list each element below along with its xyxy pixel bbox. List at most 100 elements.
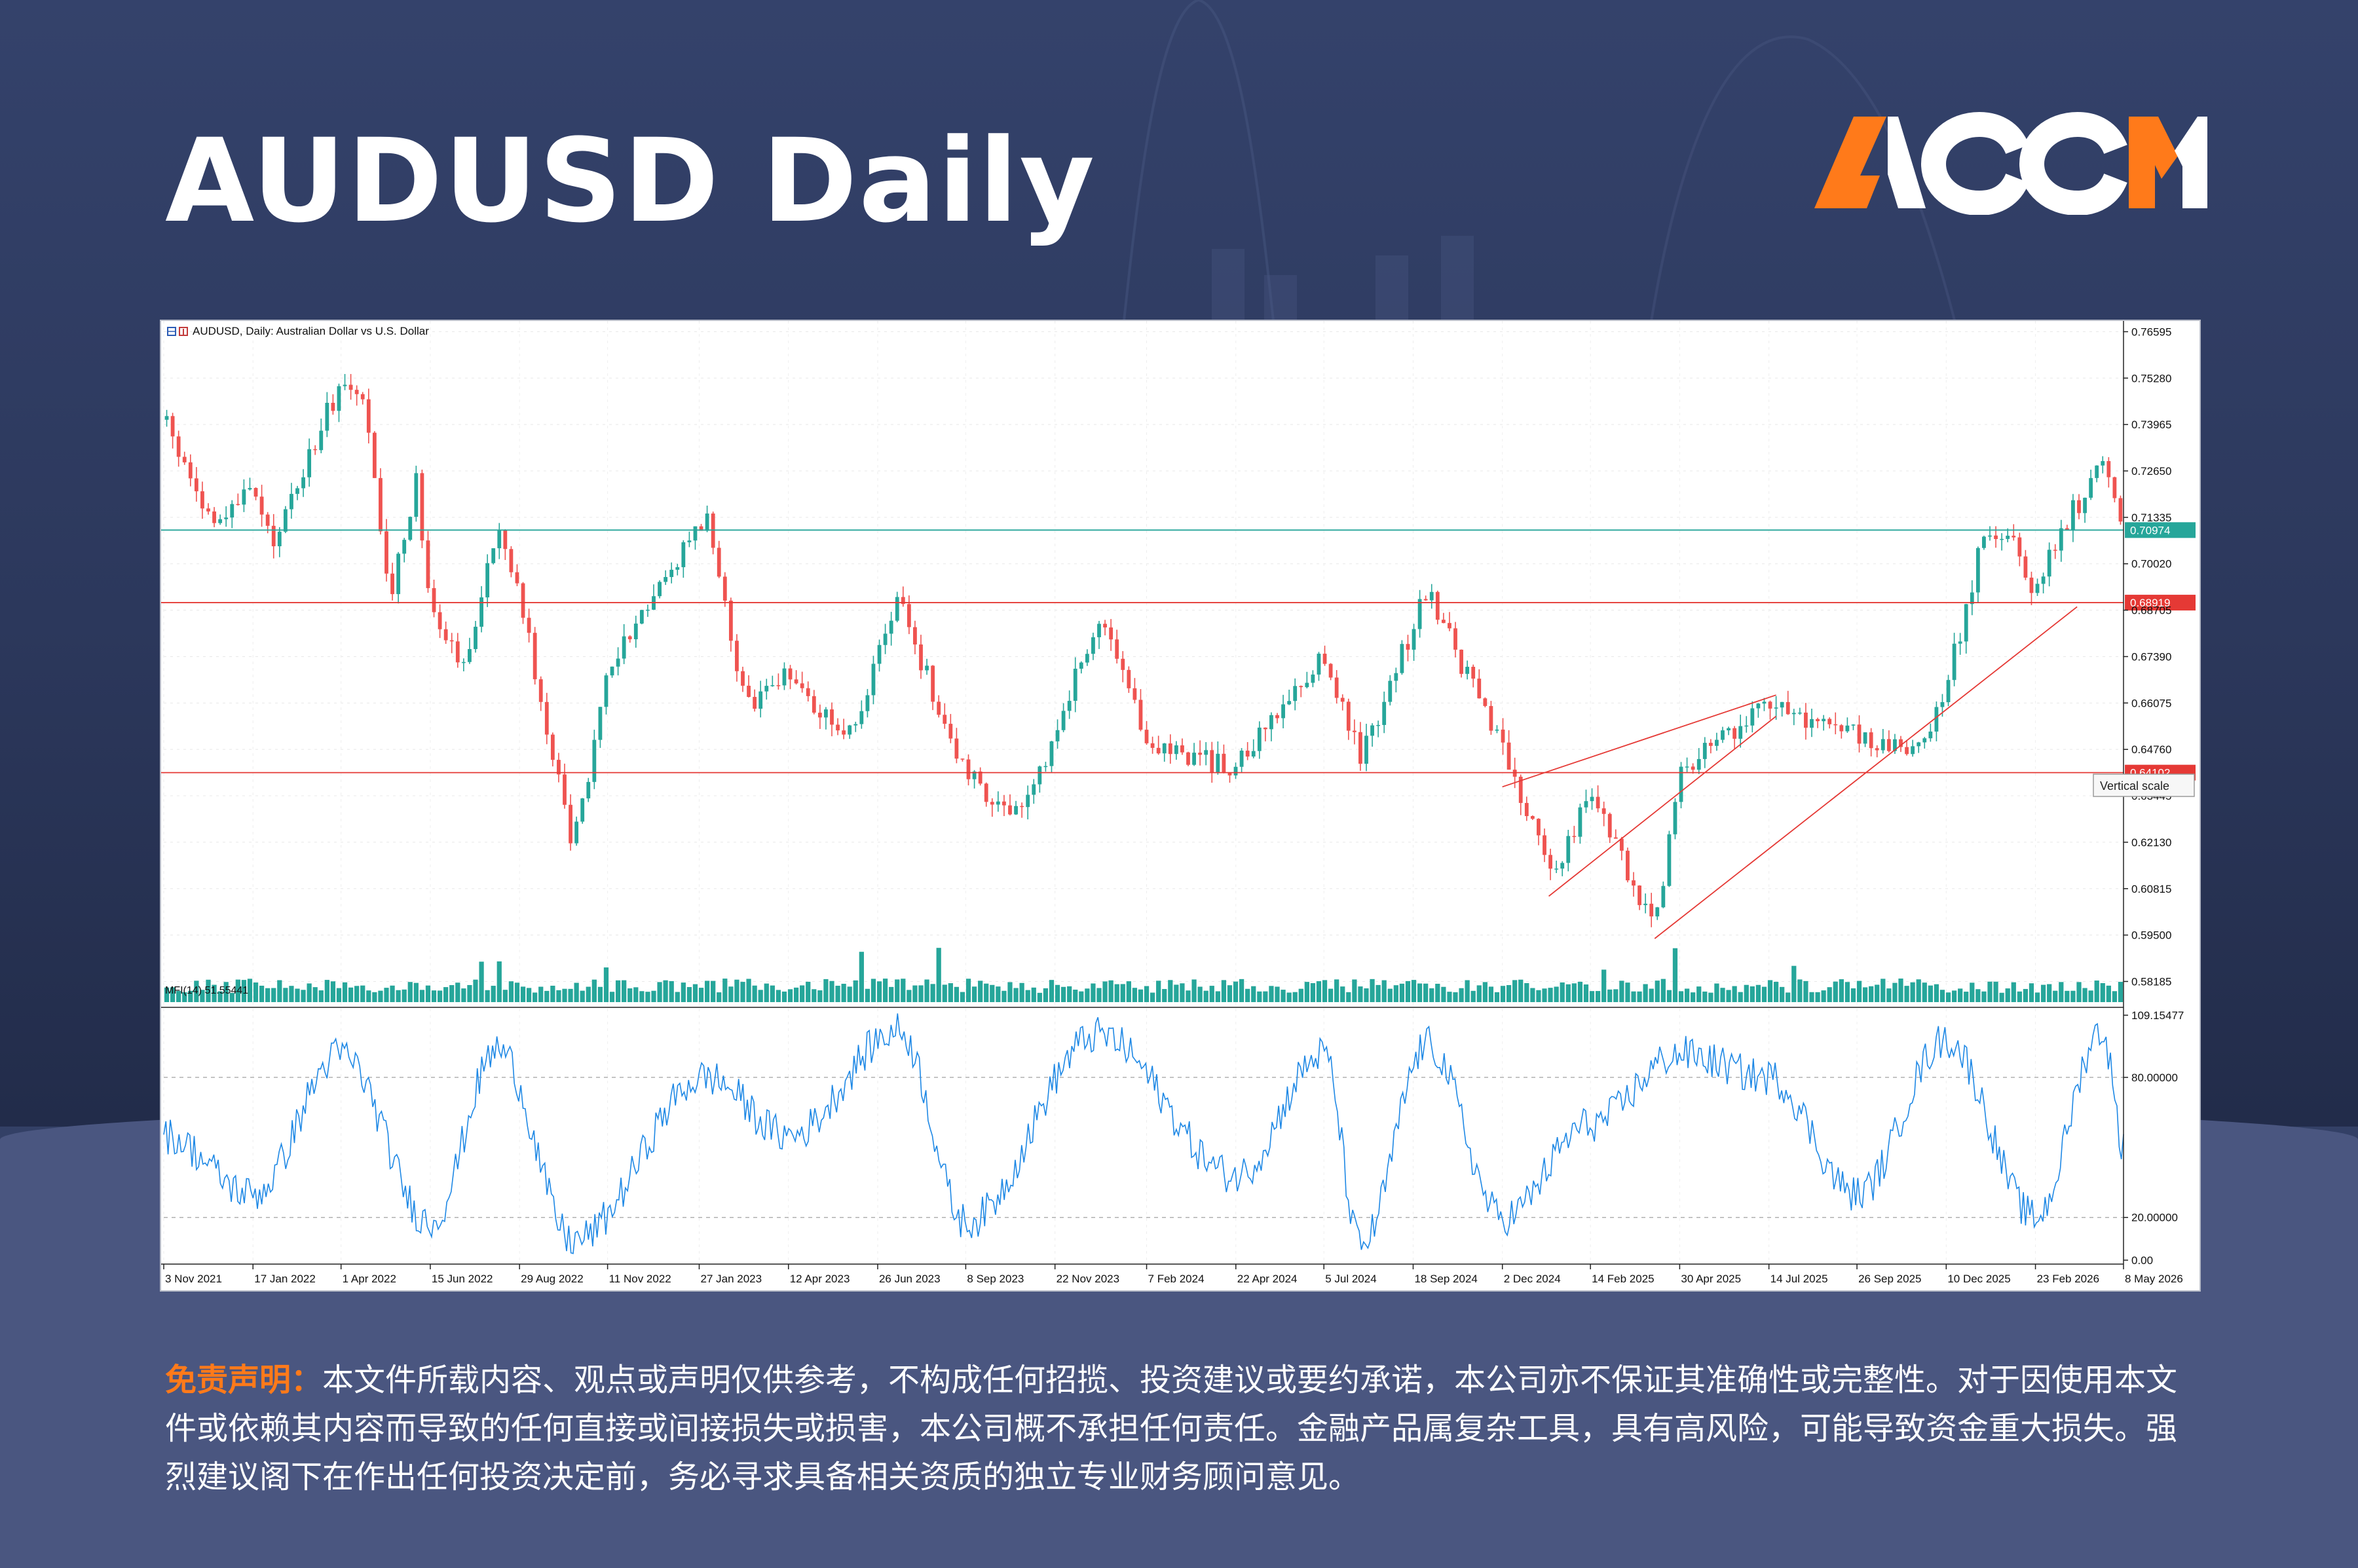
volume-bar [1281, 990, 1286, 1002]
symbol-header: AUDUSD, Daily: Australian Dollar vs U.S.… [167, 325, 429, 337]
candle-body [889, 620, 893, 634]
candle-body [1174, 745, 1178, 755]
volume-bar [1554, 986, 1559, 1002]
candle [1845, 717, 1850, 733]
candle [966, 754, 971, 786]
volume-bar [1512, 980, 1518, 1002]
volume-bar [1708, 992, 1713, 1002]
trend-lines[interactable] [1502, 606, 2078, 939]
volume-bar [1441, 986, 1446, 1002]
candle-body [1299, 686, 1303, 688]
time-tick-label: 12 Apr 2023 [790, 1273, 850, 1285]
candle-body [1970, 592, 1974, 605]
candle [1085, 649, 1089, 666]
candle-body [1382, 701, 1387, 725]
time-tick-label: 14 Feb 2025 [1592, 1273, 1654, 1285]
volume-bar [1013, 988, 1019, 1002]
candle [1774, 696, 1778, 720]
volume-bar [1037, 992, 1042, 1002]
candle-body [1721, 730, 1725, 740]
candle-body [1340, 698, 1345, 702]
candle [503, 529, 508, 560]
candle [1530, 815, 1535, 820]
volume-bar [574, 982, 579, 1002]
candle-body [1168, 743, 1172, 755]
candle [194, 467, 198, 502]
volume-bar [437, 990, 443, 1002]
candle-body [598, 707, 603, 740]
candle [592, 730, 597, 789]
volume-bar [514, 982, 520, 1002]
candle-body [1085, 654, 1089, 663]
volume-bar [1043, 988, 1049, 1002]
volume-bar [1601, 969, 1607, 1002]
candle-body [996, 801, 1000, 805]
candle-body [509, 549, 514, 572]
candle [1465, 660, 1470, 680]
candle [1144, 720, 1149, 745]
chart-panel[interactable]: 0.70974 0.68919 0.64102 0.76595 0.75280 0.73… [160, 320, 2201, 1292]
volume-bar [1999, 992, 2004, 1002]
volume-bar [1393, 985, 1398, 1002]
disclaimer-text: 本文件所载内容、观点或声明仅供参考，不构成任何招揽、投资建议或要约承诺，本公司亦… [165, 1362, 2178, 1495]
candle-body [1566, 836, 1571, 863]
volume-bar [930, 984, 935, 1002]
candle [354, 385, 359, 406]
volume-bar [550, 985, 555, 1002]
candle-body [325, 402, 329, 431]
candle [580, 798, 585, 824]
mfi-tick-label: 80.00000 [2131, 1072, 2178, 1084]
candle-body [1322, 654, 1327, 664]
candle [2023, 550, 2028, 580]
volume-bar [1114, 984, 1119, 1002]
time-tick-label: 15 Jun 2022 [432, 1273, 493, 1285]
candle [1732, 726, 1737, 749]
candle [1958, 633, 1962, 655]
volume-bar [2029, 983, 2034, 1002]
candle-body [1423, 599, 1428, 601]
volume-bar [1643, 984, 1648, 1002]
volume-bar [533, 992, 538, 1002]
volume-bar [1560, 982, 1565, 1002]
candle-body [770, 685, 775, 686]
candle-body [2112, 477, 2117, 498]
volume-bar [1916, 979, 1921, 1002]
volume-bar [223, 982, 229, 1002]
volume-bar [1678, 991, 1684, 1002]
candle-body [2035, 584, 2040, 593]
volume-bar [752, 985, 757, 1002]
volume-bar [870, 979, 876, 1002]
volume-bar [853, 980, 858, 1002]
candle-body [728, 601, 733, 641]
candle-body [1097, 624, 1101, 637]
candle [1506, 730, 1511, 770]
candle-body [1269, 715, 1273, 730]
candle [1827, 717, 1832, 729]
volume-bar [1964, 992, 1969, 1002]
candle [1495, 725, 1499, 734]
volume-bar [580, 990, 585, 1002]
candle-body [681, 542, 686, 567]
volume-bar [1132, 988, 1138, 1002]
price-tick-label: 0.67390 [2131, 650, 2171, 663]
candle-body [1738, 726, 1743, 739]
volume-bar [2082, 988, 2087, 1002]
volume-bar [1898, 979, 1903, 1002]
volume-bar [734, 979, 739, 1002]
candle [1073, 657, 1077, 713]
candle-body [616, 658, 620, 667]
candle [1400, 640, 1404, 675]
candle [2012, 524, 2016, 541]
candle-body [883, 633, 888, 645]
candle-body [1560, 863, 1565, 869]
candle [1459, 649, 1463, 678]
candle [1922, 737, 1927, 749]
candle [1239, 748, 1244, 773]
candle-body [699, 526, 703, 531]
volume-bar [562, 988, 567, 1002]
candle [1204, 742, 1208, 766]
candle-body [2101, 460, 2105, 466]
volume-bar [1886, 988, 1892, 1002]
candle-body [1917, 742, 1921, 747]
